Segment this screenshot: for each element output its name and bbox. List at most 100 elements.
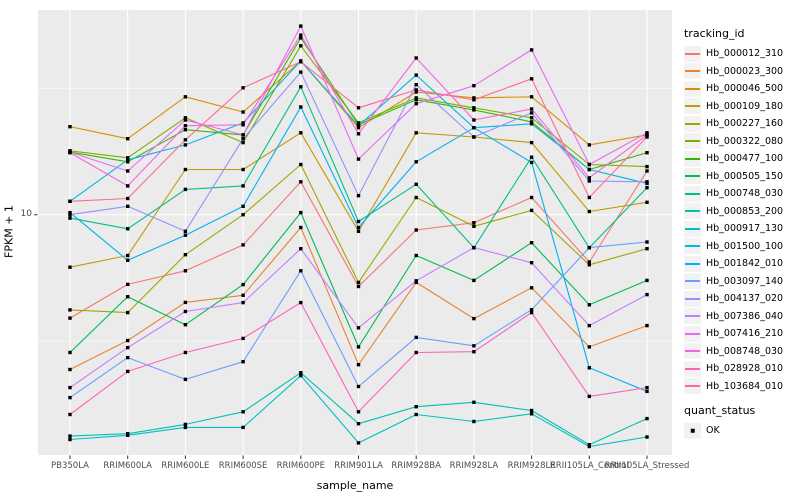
legend-item-Hb_001500_100: Hb_001500_100 [684,238,799,256]
data-point [356,441,361,445]
data-point [414,102,418,106]
legend-line-key-icon [684,255,701,272]
legend-item-ok: OK [684,422,799,440]
data-point [68,395,72,400]
data-point [241,336,245,341]
data-point [645,385,649,390]
legend-tracking-items: Hb_000012_310 Hb_000023_300 Hb_000046_500 H… [684,45,799,395]
data-point [183,187,188,192]
legend-item-label: Hb_000227_160 [706,118,784,130]
data-point [68,437,72,442]
data-point [68,213,72,217]
data-point [414,131,418,135]
data-point [241,410,245,414]
data-point [183,95,188,99]
data-point [183,167,188,172]
legend-item-label: Hb_008748_030 [706,345,784,357]
data-point [587,179,591,183]
data-point [126,295,130,299]
data-point [587,323,591,328]
data-point [356,106,361,110]
legend-item-label: Hb_000023_300 [706,65,784,77]
data-point [126,258,130,262]
data-point [414,405,418,409]
legend-item-Hb_000477_100: Hb_000477_100 [684,150,799,168]
legend-item-label: Hb_001842_010 [706,258,784,270]
legend-item-Hb_000227_160: Hb_000227_160 [684,115,799,133]
data-point [183,422,188,427]
data-point [356,363,361,367]
data-point [356,121,361,125]
legend-item-label: Hb_004137_020 [706,293,784,305]
data-point [126,345,130,350]
data-point [241,86,245,90]
legend-line-key-icon [684,325,701,342]
data-point [587,245,591,250]
data-point [529,95,534,99]
data-point [414,412,418,417]
legend-line-key-icon [684,290,701,307]
legend-item-Hb_103684_010: Hb_103684_010 [684,378,799,396]
data-point [241,204,245,208]
legend-line-key-icon [684,308,701,325]
data-point [472,419,476,424]
data-point [645,278,649,283]
data-point [645,247,649,251]
data-point [356,124,361,128]
legend-item-Hb_000023_300: Hb_000023_300 [684,63,799,81]
data-point [587,444,591,449]
data-point [645,323,649,328]
legend-line-key-icon [684,80,701,97]
data-point [68,210,72,215]
data-point [587,345,591,349]
data-point [299,162,303,167]
data-point [645,186,649,190]
data-point [183,118,188,122]
data-point [126,253,130,258]
data-point [472,344,476,348]
data-point [68,265,72,269]
data-point [472,106,476,110]
legend-item-label: Hb_007416_210 [706,328,784,340]
data-point [299,247,303,251]
legend-item-label: Hb_000853_200 [706,205,784,217]
legend-line-key-icon [684,273,701,290]
x-tick-label: RRII105LA_Stressed [604,461,690,471]
data-point [587,303,591,307]
legend-line-key-icon [684,185,701,202]
data-point [472,221,476,225]
x-tick-label: RRIM600PE [276,461,325,471]
data-point [472,278,476,283]
data-point [68,385,72,390]
data-point [414,88,418,92]
legend-title-tracking-id: tracking_id [684,27,745,40]
data-point [472,98,476,102]
data-point [126,160,130,164]
data-point [241,137,245,141]
data-point [68,412,72,417]
legend-item-label: Hb_000477_100 [706,153,784,165]
x-tick-label: RRIM928LE [507,461,556,471]
legend-item-label: Hb_000046_500 [706,83,784,95]
data-point [645,164,649,169]
data-point [68,125,72,129]
data-point [183,300,188,305]
data-point [414,195,418,200]
data-point [645,169,649,173]
data-point [414,279,418,283]
data-point [299,300,303,305]
data-point [183,229,188,233]
data-point [587,394,591,399]
data-point [183,269,188,273]
data-point [356,157,361,161]
data-point [645,292,649,297]
legend-line-key-icon [684,98,701,115]
data-point [645,416,649,421]
data-point [241,293,245,297]
data-point [183,253,188,257]
data-point [299,371,303,375]
data-point [645,200,649,204]
legend-line-key-icon [684,63,701,80]
legend-item-label: Hb_000917_130 [706,223,784,235]
data-point [183,323,188,327]
